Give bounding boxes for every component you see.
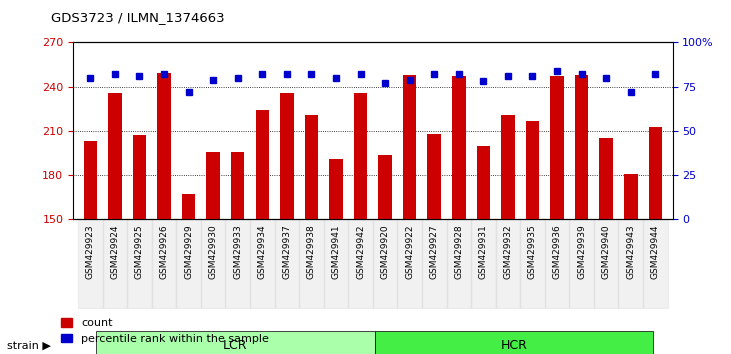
Text: HCR: HCR — [501, 339, 527, 352]
Bar — [102, 219, 127, 308]
Bar — [496, 219, 520, 308]
Bar — [176, 219, 201, 308]
Bar — [275, 219, 299, 308]
Bar — [299, 219, 324, 308]
Bar — [648, 127, 662, 354]
Bar — [348, 219, 373, 308]
Text: GDS3723 / ILMN_1374663: GDS3723 / ILMN_1374663 — [51, 11, 225, 24]
Bar — [471, 219, 496, 308]
Bar — [422, 219, 447, 308]
Bar — [501, 115, 515, 354]
Bar — [398, 219, 422, 308]
Bar — [599, 138, 613, 354]
FancyBboxPatch shape — [375, 331, 654, 354]
Bar — [520, 219, 545, 308]
Bar — [594, 219, 618, 308]
Bar — [379, 155, 392, 354]
Text: strain ▶: strain ▶ — [7, 340, 51, 350]
Bar — [78, 219, 102, 308]
Bar — [373, 219, 398, 308]
Bar — [157, 74, 171, 354]
Bar — [83, 141, 97, 354]
Bar — [225, 219, 250, 308]
Bar — [127, 219, 152, 308]
Bar — [201, 219, 225, 308]
Bar — [108, 93, 121, 354]
Bar — [452, 76, 466, 354]
Bar — [280, 93, 294, 354]
Bar — [206, 152, 220, 354]
Bar — [329, 159, 343, 354]
Bar — [447, 219, 471, 308]
Legend: count, percentile rank within the sample: count, percentile rank within the sample — [57, 314, 273, 348]
Bar — [324, 219, 348, 308]
Bar — [618, 219, 643, 308]
Bar — [403, 75, 417, 354]
Text: LCR: LCR — [223, 339, 248, 352]
Bar — [569, 219, 594, 308]
Bar — [550, 76, 564, 354]
Bar — [132, 136, 146, 354]
Bar — [152, 219, 176, 308]
Bar — [624, 174, 637, 354]
FancyBboxPatch shape — [96, 331, 375, 354]
Bar — [545, 219, 569, 308]
Bar — [182, 194, 195, 354]
Bar — [256, 110, 269, 354]
Bar — [305, 115, 318, 354]
Bar — [575, 75, 588, 354]
Bar — [643, 219, 667, 308]
Bar — [428, 134, 441, 354]
Bar — [231, 152, 244, 354]
Bar — [354, 93, 367, 354]
Bar — [526, 121, 539, 354]
Bar — [477, 146, 490, 354]
Bar — [250, 219, 275, 308]
